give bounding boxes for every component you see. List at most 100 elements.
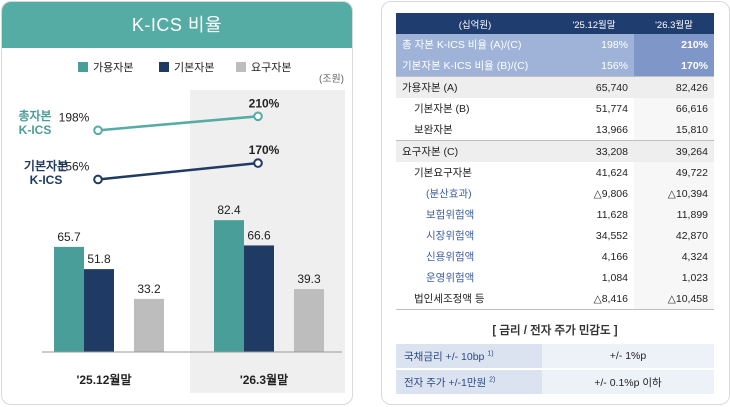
bar-가용자본 xyxy=(54,246,84,352)
kics-table-panel: (십억원) '25.12월말 '26.3월말 총 자본 K-ICS 비율 (A)… xyxy=(381,1,730,405)
row-value-period-2: 82,426 xyxy=(634,76,714,98)
bar-value-label: 33.2 xyxy=(137,282,161,296)
ratio-line-label-part: 총자본 xyxy=(18,108,51,123)
row-label: 보험위험액 xyxy=(426,209,475,221)
table-row: 신용위험액 4,166 4,324 xyxy=(396,246,714,267)
row-value-period-1: 65,740 xyxy=(554,76,634,98)
row-value-period-2: △10,394 xyxy=(634,183,714,204)
legend-swatch xyxy=(78,62,88,72)
header-period-1: '25.12월말 xyxy=(554,13,634,34)
row-value-period-1: 11,628 xyxy=(596,208,628,221)
table-row: 운영위험액 1,084 1,023 xyxy=(396,267,714,288)
ratio-point xyxy=(93,174,103,185)
row-label: 기본요구자본 xyxy=(414,167,472,179)
bar-기본자본 xyxy=(84,269,114,352)
sensitivity-label: 국채금리 +/- 10bp 1) xyxy=(396,344,542,369)
row-value-period-2: 170% xyxy=(634,55,714,77)
sensitivity-value: +/- 1%p xyxy=(542,344,714,369)
row-value-period-2: 4,324 xyxy=(634,246,714,267)
legend-swatch xyxy=(159,62,169,72)
chart-title: K-ICS 비율 xyxy=(2,2,352,48)
header-unit: (십억원) xyxy=(396,13,554,34)
row-value-period-1: 1,084 xyxy=(601,271,628,284)
row-label: 가용자본 (A) xyxy=(396,76,554,98)
row-value-period-1: 13,966 xyxy=(595,123,628,136)
table-row: 보완자본 13,966 15,810 xyxy=(396,119,714,141)
category-label: '25.12월말 xyxy=(77,372,132,387)
bar-value-label: 51.8 xyxy=(87,252,111,266)
row-label: 기본자본 (B) xyxy=(414,103,470,115)
table-row: 법인세조정액 등 △8,416 △10,458 xyxy=(396,288,714,310)
row-label: 운영위험액 xyxy=(426,272,475,284)
row-value-period-1: 33,208 xyxy=(554,140,634,162)
category-label: '26.3월말 xyxy=(240,372,288,387)
row-value-period-2: 1,023 xyxy=(634,267,714,288)
bar-요구자본 xyxy=(134,298,164,352)
sensitivity-value: +/- 0.1%p 이하 xyxy=(542,368,714,394)
row-label: 요구자본 (C) xyxy=(396,140,554,162)
table-row: 요구자본 (C) 33,208 39,264 xyxy=(396,140,714,162)
row-label: 보완자본 xyxy=(414,124,453,136)
row-value-period-2: 66,616 xyxy=(634,98,714,119)
sensitivity-title: [ 금리 / 전자 주가 민감도 ] xyxy=(492,325,618,337)
row-value-period-1: 34,552 xyxy=(595,229,628,242)
row-label: 기본자본 K-ICS 비율 (B)/(C) xyxy=(396,55,554,77)
row-value-period-1: 4,166 xyxy=(601,250,628,263)
ratio-point xyxy=(253,111,263,122)
table-row: 보험위험액 11,628 11,899 xyxy=(396,204,714,225)
row-value-period-1: 51,774 xyxy=(595,102,628,115)
bar-가용자본 xyxy=(214,220,244,352)
row-label: (분산효과) xyxy=(426,188,472,200)
table-row: 기본자본 K-ICS 비율 (B)/(C) 156% 170% xyxy=(396,55,714,77)
row-label: 시장위험액 xyxy=(426,230,475,242)
row-value-period-2: 15,810 xyxy=(634,119,714,141)
ratio-point xyxy=(93,125,103,136)
bar-value-label: 82.4 xyxy=(217,203,241,217)
legend-swatch xyxy=(236,62,246,72)
ratio-value-label: 156% xyxy=(59,159,90,173)
ratio-line xyxy=(97,115,259,132)
sensitivity-row: 국채금리 +/- 10bp 1) +/- 1%p xyxy=(396,344,714,369)
row-label: 신용위험액 xyxy=(426,251,475,263)
row-value-period-2: 42,870 xyxy=(634,225,714,246)
sensitivity-table: 국채금리 +/- 10bp 1) +/- 1%p 전자 주가 +/-1만원 2)… xyxy=(396,344,714,394)
row-value-period-2: 11,899 xyxy=(634,204,714,225)
ratio-line-label-part: K-ICS xyxy=(19,123,52,137)
sensitivity-row: 전자 주가 +/-1만원 2) +/- 0.1%p 이하 xyxy=(396,368,714,394)
table-header-row: (십억원) '25.12월말 '26.3월말 xyxy=(396,13,714,34)
legend-label: 요구자본 xyxy=(251,61,291,74)
ratio-value-label: 198% xyxy=(59,110,90,124)
legend-label: 기본자본 xyxy=(174,61,214,74)
kics-bar-line-chart: 가용자본 기본자본 요구자본(조원)65.782.451.866.633.239.3… xyxy=(18,61,345,393)
row-value-period-2: 39,264 xyxy=(634,140,714,162)
table-row: 기본자본 (B) 51,774 66,616 xyxy=(396,98,714,119)
sensitivity-label-text: 전자 주가 +/-1만원 xyxy=(404,376,487,389)
bar-value-label: 39.3 xyxy=(297,272,321,286)
ratio-line-label: 기본자본 K-ICS xyxy=(24,158,68,187)
row-value-period-2: 210% xyxy=(634,34,714,55)
ratio-line-label: 총자본 K-ICS xyxy=(18,108,51,137)
table-row: 가용자본 (A) 65,740 82,426 xyxy=(396,76,714,98)
table-row: 기본요구자본 41,624 49,722 xyxy=(396,162,714,183)
ratio-line-label-part: K-ICS xyxy=(30,173,63,187)
row-label: 총 자본 K-ICS 비율 (A)/(C) xyxy=(396,34,554,55)
row-value-period-2: 49,722 xyxy=(634,162,714,183)
footnote-marker: 2) xyxy=(489,376,496,383)
unit-label: (조원) xyxy=(319,73,344,85)
ratio-line-label-part: 기본자본 xyxy=(24,158,68,173)
ratio-value-label: 170% xyxy=(249,143,280,157)
footnote-marker: 1) xyxy=(487,350,494,357)
kics-table: (십억원) '25.12월말 '26.3월말 총 자본 K-ICS 비율 (A)… xyxy=(396,13,714,310)
table-row: 시장위험액 34,552 42,870 xyxy=(396,225,714,246)
table-row: (분산효과) △9,806 △10,394 xyxy=(396,183,714,204)
table-row: 총 자본 K-ICS 비율 (A)/(C) 198% 210% xyxy=(396,34,714,55)
sensitivity-label: 전자 주가 +/-1만원 2) xyxy=(396,368,542,394)
row-value-period-1: 198% xyxy=(554,34,634,55)
row-value-period-2: △10,458 xyxy=(634,288,714,310)
header-period-2: '26.3월말 xyxy=(634,13,714,34)
ratio-point xyxy=(253,158,263,168)
bar-value-label: 66.6 xyxy=(247,228,271,242)
row-label: 법인세조정액 등 xyxy=(396,288,554,310)
ratio-value-label: 210% xyxy=(249,96,280,110)
kics-chart-panel: K-ICS 비율 가용자본 기본자본 요구자본 (조원) 65.7 82.4 51.8 66.… xyxy=(1,1,353,405)
